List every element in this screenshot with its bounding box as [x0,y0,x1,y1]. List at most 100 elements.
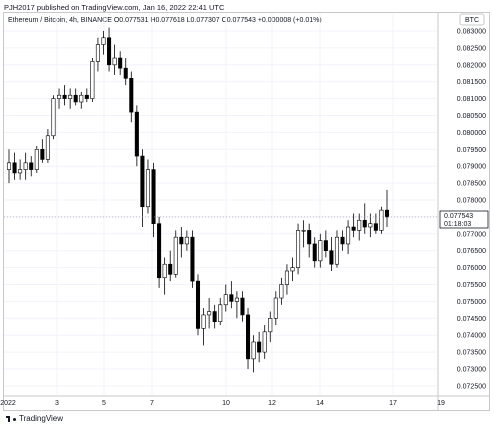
candle-body [240,297,245,316]
time-axis: 2022 3 5 7 10 12 14 17 19 [0,400,445,407]
price-tick-label: 0.076000 [457,265,486,272]
candle-body [207,311,212,316]
price-axis: 0.083000 0.082500 0.082000 0.081500 0.081000… [457,29,486,391]
candle-body [329,250,334,265]
candle-body [357,219,362,231]
price-tick-label: 0.074000 [457,333,486,340]
candle-body [123,67,128,79]
candle-body [129,78,134,113]
candle-body [373,223,378,231]
candle-body [157,223,162,279]
candle-body [162,263,167,279]
price-tick-label: 0.083000 [457,29,486,36]
candle-body [384,209,390,218]
candle-body [107,37,112,66]
price-tick-label: 0.076500 [457,248,486,255]
price-tick-label: 0.079500 [457,147,486,154]
candle-body [351,226,356,231]
candle-body [95,44,100,62]
last-price-label: 0.077543 01:18:03 [439,210,489,229]
candle-body [84,94,89,99]
candle-body [151,169,156,224]
price-tick-label: 0.077000 [457,231,486,238]
currency-badge-text: BTC [465,17,479,24]
time-tick-label: 2022 [0,400,16,407]
candle-body [118,57,123,69]
candle-body [340,236,345,245]
candle-body [195,280,201,329]
candle-body [134,111,139,157]
tradingview-logo-dot [13,417,16,421]
price-tick-label: 0.082000 [457,62,486,69]
candle-body [318,240,323,262]
candle-body [279,284,284,299]
tradingview-logo-icon [6,415,15,422]
price-tick-label: 0.074500 [457,316,486,323]
price-tick-label: 0.072500 [457,383,486,390]
price-tick-label: 0.073000 [457,367,486,374]
candle-body [179,236,184,245]
price-tick-label: 0.079000 [457,164,486,171]
time-tick-label: 17 [389,400,397,407]
candle-body [301,230,306,232]
footer-brand[interactable]: TradingView [6,414,63,423]
candle-body [246,314,251,360]
candle-body [168,263,173,275]
price-tick-label: 0.082500 [457,45,486,52]
candle-body [273,297,278,319]
candle-body [268,317,273,333]
candle-body [34,149,39,170]
time-tick-label: 5 [102,400,106,407]
candles-group [4,27,437,373]
grid-lines [4,13,437,395]
candle-body [251,341,256,360]
time-tick-label: 3 [55,400,59,407]
candle-body [68,94,73,99]
candle-body [6,162,12,170]
candle-body [101,37,106,45]
price-tick-label: 0.078000 [457,198,486,205]
price-tick-label: 0.080000 [457,130,486,137]
candle-body [57,94,62,99]
price-tick-label: 0.081000 [457,96,486,103]
price-tick-label: 0.075500 [457,282,486,289]
candle-body [368,223,373,228]
time-tick-label: 7 [150,400,154,407]
currency-badge[interactable]: BTC [459,13,485,26]
candle-body [323,240,328,251]
candle-body [284,270,289,285]
candle-body [40,149,45,160]
candle-body [18,169,23,174]
candle-body [145,169,150,208]
candle-body [223,294,228,306]
brand-name: TradingView [19,414,64,423]
candle-body [79,94,84,103]
candle-body [90,61,95,99]
price-tick-label: 0.081500 [457,79,486,86]
candle-body [62,94,67,99]
candle-body [201,314,206,329]
chart-frame [3,12,490,411]
candle-body [257,341,262,353]
price-tick-label: 0.073500 [457,350,486,357]
candle-body [73,94,78,103]
candle-body [190,236,195,282]
candle-body [184,236,189,245]
candle-body [362,219,367,228]
time-tick-label: 14 [316,400,324,407]
candle-body [218,304,223,322]
candle-body [312,243,317,262]
price-tick-label: 0.078500 [457,181,486,188]
time-tick-label: 12 [268,400,276,407]
candle-body [51,98,56,137]
bar-countdown: 01:18:03 [444,221,471,228]
candle-body [379,209,384,231]
candle-body [212,311,217,322]
candle-body [229,294,234,302]
time-tick-label: 19 [437,400,445,407]
candle-body [262,331,267,353]
candle-body [296,230,301,268]
candle-body [307,230,312,245]
symbol-ohlc-line: Ethereum / Bitcoin, 4h, BINANCE O0.07753… [8,17,322,24]
